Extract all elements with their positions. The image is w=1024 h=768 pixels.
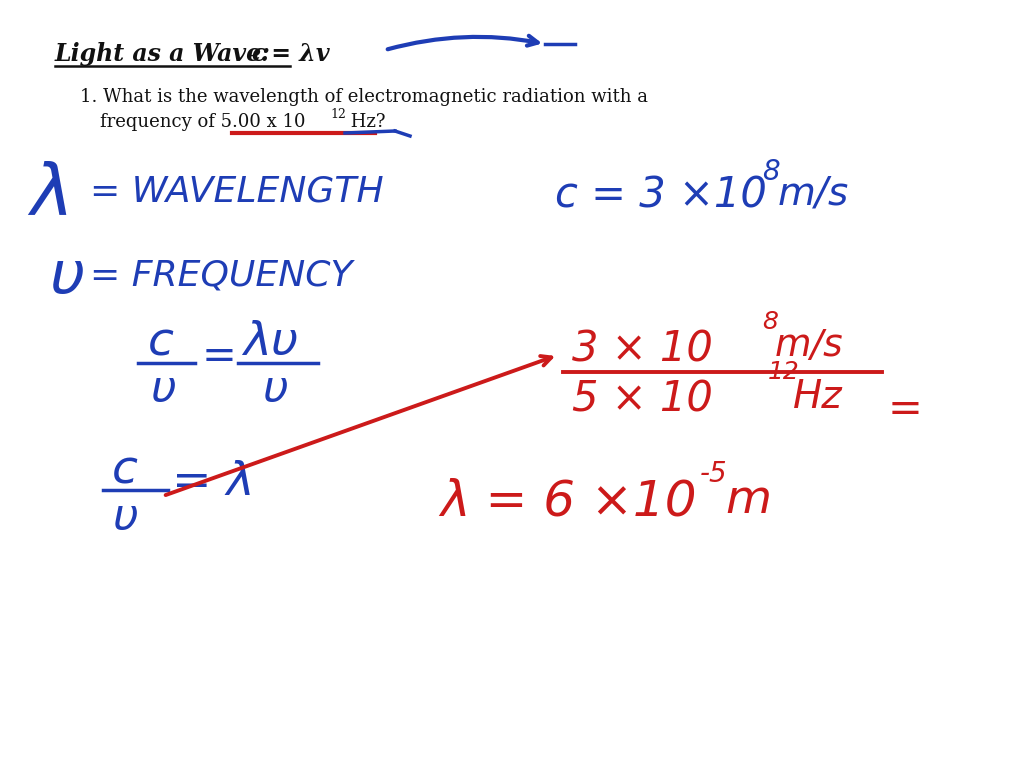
Text: 12: 12 (768, 360, 800, 384)
Text: 3 × 10: 3 × 10 (572, 328, 713, 370)
Text: υ: υ (262, 368, 288, 411)
Text: λ: λ (30, 160, 73, 229)
Text: m/s: m/s (775, 328, 844, 364)
Text: υ: υ (112, 496, 138, 539)
Text: υ: υ (50, 248, 85, 307)
Text: λ = 6 ×10: λ = 6 ×10 (440, 478, 696, 526)
Text: = λ: = λ (172, 460, 255, 505)
Text: m/s: m/s (778, 175, 849, 213)
Text: c: c (112, 448, 138, 493)
Text: c: c (251, 42, 265, 66)
Text: 8: 8 (762, 158, 779, 186)
Text: λυ: λυ (243, 320, 298, 365)
Text: Light as a Wave:: Light as a Wave: (55, 42, 280, 66)
Text: m: m (725, 478, 771, 523)
Text: Hz?: Hz? (345, 113, 385, 131)
Text: frequency of 5.00 x 10: frequency of 5.00 x 10 (100, 113, 305, 131)
Text: Hz: Hz (793, 378, 843, 416)
Text: 5 × 10: 5 × 10 (572, 378, 713, 420)
Text: =: = (202, 335, 237, 377)
Text: 12: 12 (330, 108, 346, 121)
Text: 1. What is the wavelength of electromagnetic radiation with a: 1. What is the wavelength of electromagn… (80, 88, 648, 106)
Text: υ: υ (150, 368, 176, 411)
Text: = WAVELENGTH: = WAVELENGTH (90, 175, 384, 209)
Text: c: c (148, 320, 174, 365)
Text: = λv: = λv (263, 42, 330, 66)
Text: -5: -5 (700, 460, 728, 488)
Text: c = 3 ×10: c = 3 ×10 (555, 175, 767, 217)
Text: 8: 8 (762, 310, 778, 334)
Text: =: = (888, 388, 923, 430)
Text: = FREQUENCY: = FREQUENCY (90, 258, 352, 292)
